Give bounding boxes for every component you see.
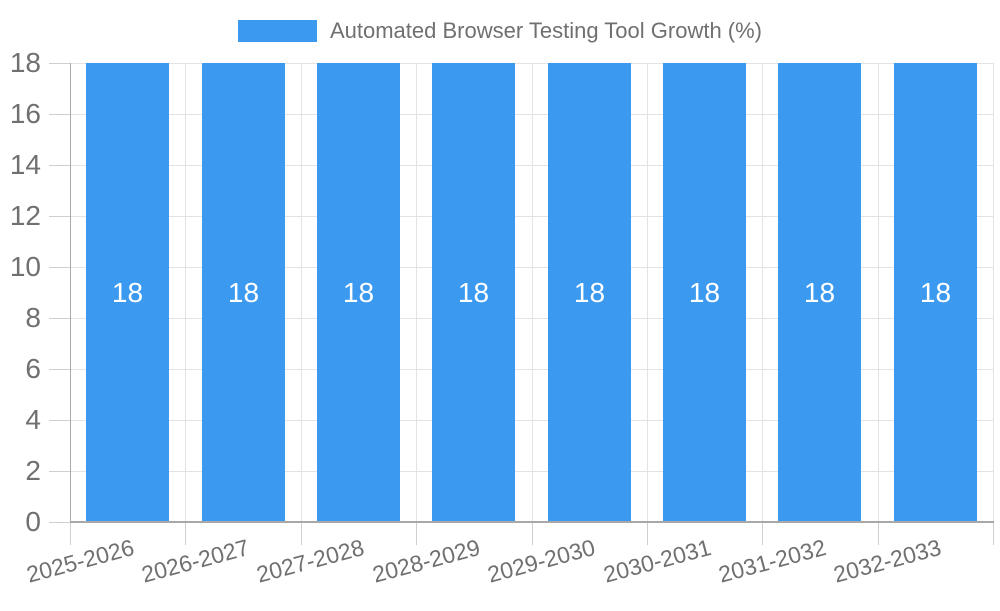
y-axis-tick [49, 267, 70, 268]
y-grid-line [70, 471, 993, 472]
bar[interactable] [778, 63, 861, 522]
x-axis-tick [762, 523, 763, 545]
y-grid-line [70, 63, 993, 64]
x-grid-line [185, 63, 186, 522]
y-grid-line [70, 267, 993, 268]
x-axis-tick [185, 523, 186, 545]
x-grid-line [647, 63, 648, 522]
y-grid-line [70, 216, 993, 217]
x-axis-tick [70, 523, 71, 545]
bar-value-label: 18 [457, 277, 490, 308]
x-grid-line [762, 63, 763, 522]
y-axis-tick [49, 165, 70, 166]
y-tick-label: 10 [9, 251, 41, 282]
x-grid-line [416, 63, 417, 522]
x-axis-tick [878, 523, 879, 545]
x-grid-line [878, 63, 879, 522]
bar-value-label: 18 [227, 277, 260, 308]
y-tick-label: 2 [25, 455, 41, 486]
bar-value-label: 18 [342, 277, 375, 308]
x-axis-tick [301, 523, 302, 545]
x-grid-line [532, 63, 533, 522]
bar-value-label: 18 [919, 277, 952, 308]
y-tick-label: 18 [9, 47, 41, 78]
y-axis-tick [49, 216, 70, 217]
bar-value-label: 18 [111, 277, 144, 308]
x-axis-tick [647, 523, 648, 545]
chart-legend[interactable]: Automated Browser Testing Tool Growth (%… [0, 18, 1000, 44]
y-tick-label: 14 [9, 149, 41, 180]
legend-swatch-icon [237, 20, 317, 42]
x-grid-line [993, 63, 994, 522]
bar[interactable] [86, 63, 169, 522]
y-tick-label: 4 [25, 404, 41, 435]
y-grid-line [70, 114, 993, 115]
bar[interactable] [663, 63, 746, 522]
y-tick-label: 12 [9, 200, 41, 231]
bar[interactable] [894, 63, 977, 522]
y-axis-tick [49, 63, 70, 64]
x-grid-line [301, 63, 302, 522]
y-tick-label: 0 [25, 506, 41, 537]
y-axis-tick [49, 522, 70, 523]
bar[interactable] [432, 63, 515, 522]
y-grid-line [70, 318, 993, 319]
legend-label: Automated Browser Testing Tool Growth (%… [329, 18, 763, 43]
y-tick-label: 8 [25, 302, 41, 333]
y-grid-line [70, 420, 993, 421]
x-axis-tick [532, 523, 533, 545]
x-axis-tick [993, 523, 994, 545]
bar[interactable] [202, 63, 285, 522]
y-tick-label: 16 [9, 98, 41, 129]
x-axis-line [70, 521, 994, 523]
x-axis-tick [416, 523, 417, 545]
y-axis-tick [49, 318, 70, 319]
y-axis-tick [49, 114, 70, 115]
bar[interactable] [548, 63, 631, 522]
y-grid-line [70, 165, 993, 166]
y-axis-tick [49, 420, 70, 421]
bar-value-label: 18 [573, 277, 606, 308]
bar[interactable] [317, 63, 400, 522]
y-tick-label: 6 [25, 353, 41, 384]
y-grid-line [70, 369, 993, 370]
bar-value-label: 18 [803, 277, 836, 308]
bar-value-label: 18 [688, 277, 721, 308]
y-axis-tick [49, 369, 70, 370]
y-axis-tick [49, 471, 70, 472]
y-axis-line [70, 63, 71, 523]
